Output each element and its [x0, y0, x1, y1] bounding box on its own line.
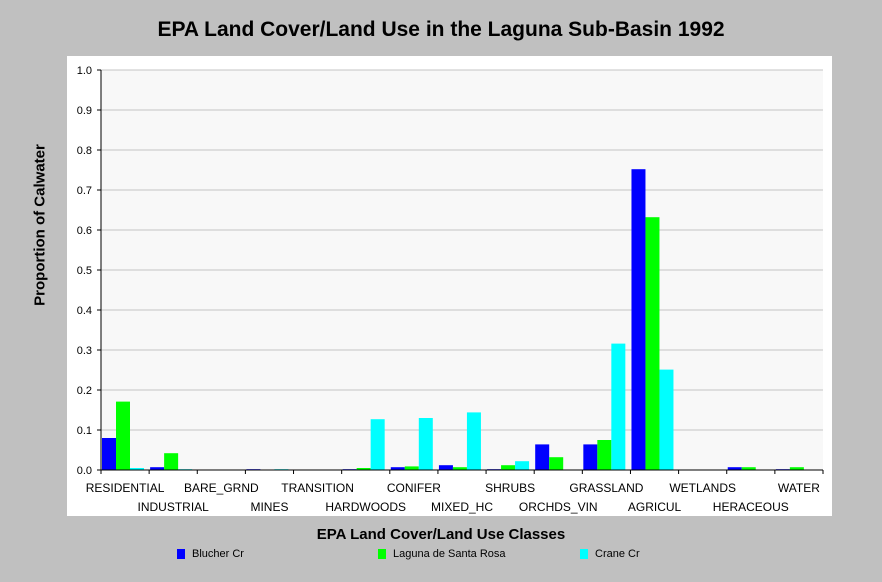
x-tick-label: SHRUBS: [485, 481, 535, 495]
x-tick-label: BARE_GRND: [184, 481, 259, 495]
bar-hardwoods-3: [370, 419, 385, 470]
x-tick-label: GRASSLAND: [569, 481, 643, 495]
bar-agricul-3: [659, 369, 674, 470]
y-tick-label: 0.2: [77, 385, 92, 397]
bar-mixed-hc-3: [466, 412, 481, 470]
legend-label-blucher: Blucher Cr: [192, 548, 244, 560]
bar-shrubs-3: [515, 461, 530, 470]
x-tick-label: WETLANDS: [669, 481, 736, 495]
bar-grassland-1: [583, 444, 598, 470]
y-tick-label: 0.0: [77, 465, 92, 477]
bar-heraceous-2: [741, 467, 756, 470]
x-tick-label: AGRICUL: [628, 500, 682, 514]
legend-swatch-blucher: [177, 549, 185, 559]
x-tick-label: MIXED_HC: [431, 500, 493, 514]
legend-item-laguna: Laguna de Santa Rosa: [378, 548, 506, 560]
bar-residential-3: [130, 468, 144, 470]
bar-orchds-vin-1: [535, 444, 550, 470]
bar-conifer-3: [418, 418, 433, 470]
bar-conifer-1: [390, 467, 405, 470]
y-tick-label: 0.7: [77, 185, 92, 197]
bar-mixed-hc-2: [452, 467, 467, 470]
x-tick-label: TRANSITION: [281, 481, 354, 495]
bar-water-2: [789, 467, 804, 470]
bar-industrial-1: [150, 467, 165, 470]
y-tick-label: 0.6: [77, 225, 92, 237]
x-tick-label: INDUSTRIAL: [138, 500, 210, 514]
legend-swatch-crane: [580, 549, 588, 559]
y-tick-label: 0.1: [77, 425, 92, 437]
legend-swatch-laguna: [378, 549, 386, 559]
x-axis-label: EPA Land Cover/Land Use Classes: [316, 526, 566, 543]
legend-item-blucher: Blucher Cr: [177, 548, 244, 560]
chart-svg: 0.0 0.1 0.2 0.3 0.4 0.5 0.6 0.7 0.8 0.9 1.0 RESIDEN…: [77, 65, 824, 514]
x-tick-label: CONIFER: [387, 481, 441, 495]
y-tick-label: 0.4: [77, 305, 92, 317]
chart-title: EPA Land Cover/Land Use in the Laguna Su…: [157, 18, 725, 41]
x-tick-label: RESIDENTIAL: [86, 481, 165, 495]
y-tick-label: 0.8: [77, 145, 92, 157]
bar-conifer-2: [404, 466, 419, 470]
bar-orchds-vin-2: [549, 457, 564, 470]
x-tick-label: HERACEOUS: [713, 500, 789, 514]
x-tick-label: HARDWOODS: [325, 500, 406, 514]
bar-residential-2: [116, 401, 130, 470]
bar-residential-1: [102, 438, 116, 470]
y-tick-label: 0.9: [77, 105, 92, 117]
x-tick-label: ORCHDS_VIN: [519, 500, 598, 514]
x-tick-label: MINES: [250, 500, 288, 514]
legend-label-laguna: Laguna de Santa Rosa: [393, 548, 506, 560]
bar-shrubs-2: [501, 465, 516, 470]
bar-hardwoods-2: [356, 468, 371, 470]
bar-heraceous-1: [727, 467, 742, 470]
x-tick-label: WATER: [778, 481, 820, 495]
legend-label-crane: Crane Cr: [595, 548, 640, 560]
y-tick-label: 1.0: [77, 65, 92, 77]
bar-mixed-hc-1: [438, 465, 453, 470]
bar-agricul-1: [631, 169, 646, 470]
bar-grassland-3: [611, 343, 626, 470]
y-tick-label: 0.3: [77, 345, 92, 357]
y-tick-label: 0.5: [77, 265, 92, 277]
legend-item-crane: Crane Cr: [580, 548, 640, 560]
bar-agricul-2: [645, 217, 660, 470]
y-axis-label: Proportion of Calwater: [31, 144, 49, 306]
bar-industrial-2: [164, 453, 179, 470]
bar-grassland-2: [597, 440, 612, 470]
plot-panel: 0.0 0.1 0.2 0.3 0.4 0.5 0.6 0.7 0.8 0.9 1.0 RESIDEN…: [67, 56, 832, 516]
